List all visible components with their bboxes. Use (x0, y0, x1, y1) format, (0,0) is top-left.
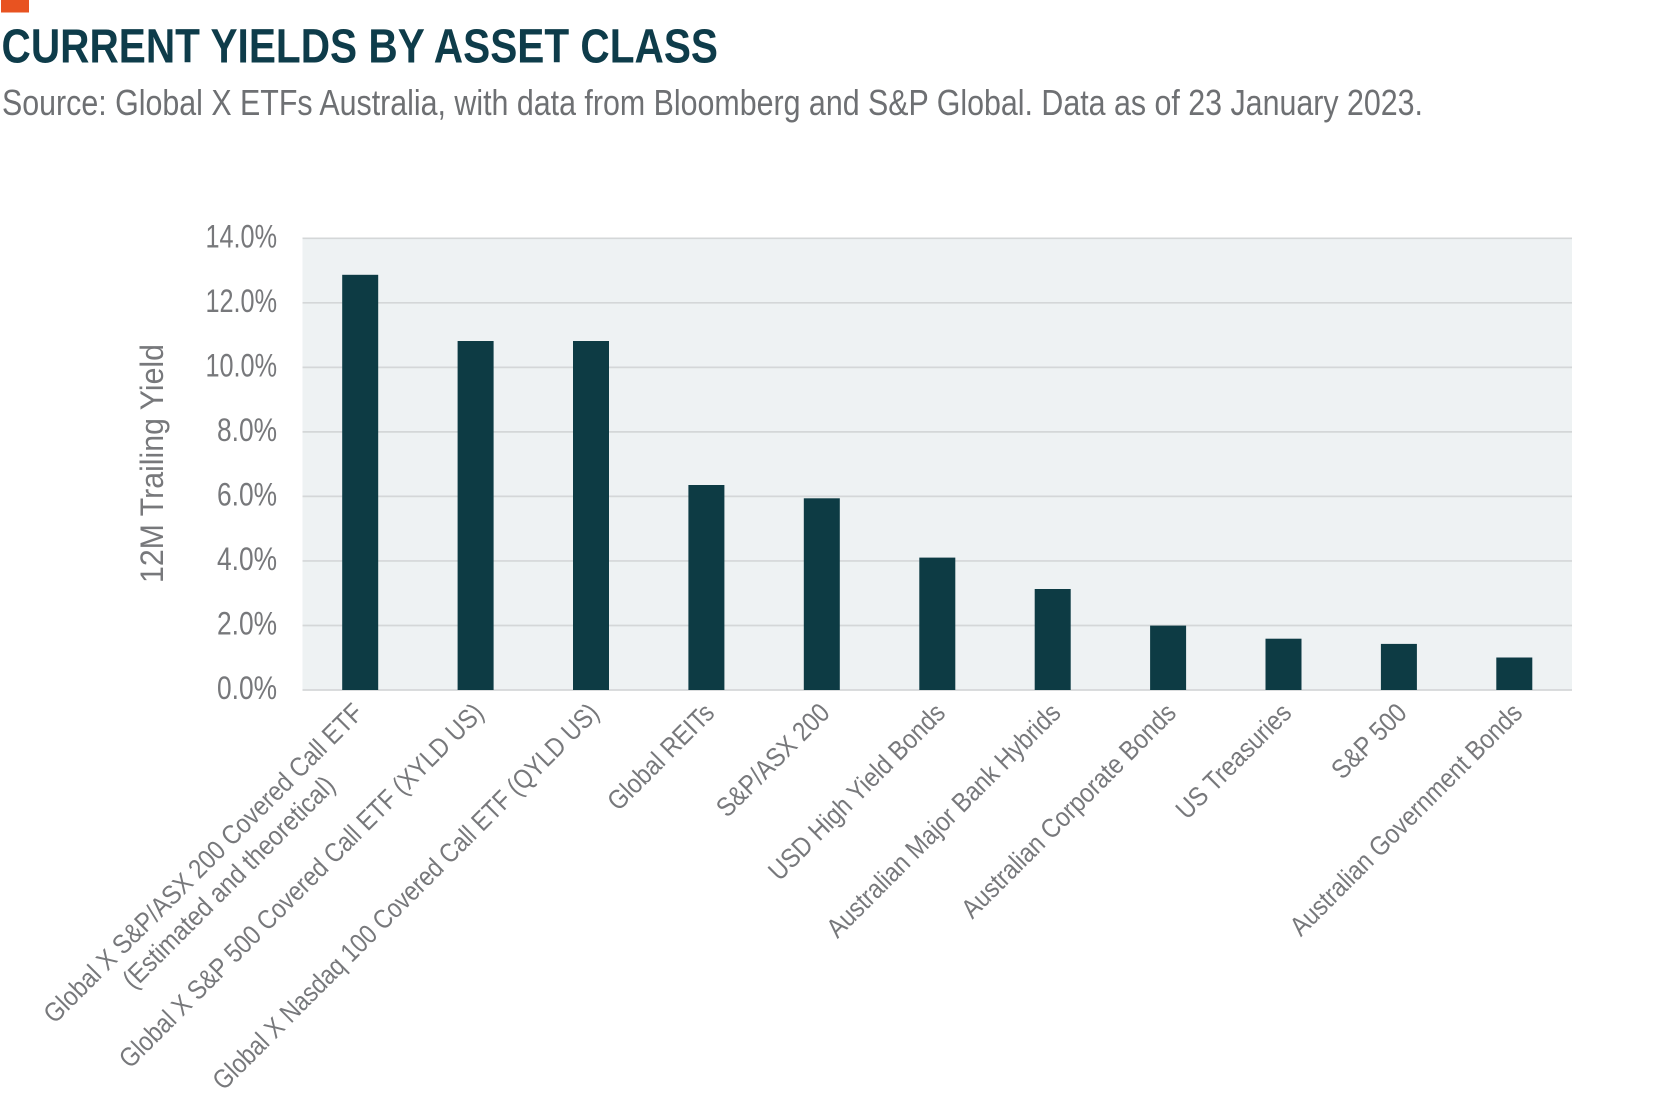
svg-text:10.0%: 10.0% (206, 347, 278, 383)
svg-text:4.0%: 4.0% (217, 541, 277, 577)
svg-text:8.0%: 8.0% (217, 412, 277, 448)
svg-text:12M Trailing Yield: 12M Trailing Yield (134, 344, 170, 583)
svg-text:12.0%: 12.0% (206, 283, 278, 319)
svg-text:2.0%: 2.0% (217, 606, 277, 642)
svg-text:Source: Global X ETFs Australi: Source: Global X ETFs Australia, with da… (2, 82, 1423, 123)
svg-text:0.0%: 0.0% (217, 670, 277, 706)
svg-text:CURRENT YIELDS BY ASSET CLASS: CURRENT YIELDS BY ASSET CLASS (2, 20, 719, 74)
svg-text:14.0%: 14.0% (206, 218, 278, 254)
svg-text:6.0%: 6.0% (217, 476, 277, 512)
